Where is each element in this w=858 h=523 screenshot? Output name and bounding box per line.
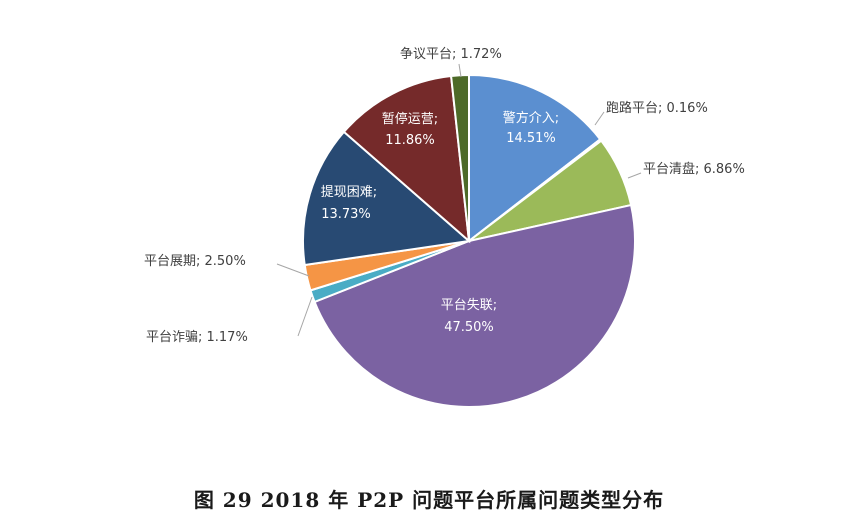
figure-caption: 图 29 2018 年 P2P 问题平台所属问题类型分布 — [193, 488, 665, 512]
pie-slice-1 — [468, 73, 602, 244]
slice-label-7: 提现困难; — [321, 184, 377, 200]
slice-value-8: 11.86% — [385, 133, 435, 148]
pie-slice-8 — [342, 74, 471, 244]
slice-label-2: 跑路平台; 0.16% — [606, 100, 708, 116]
slice-label-9: 争议平台; 1.72% — [400, 47, 502, 62]
slice-labels: 警方介入; 14.51% 跑路平台; 0.16% 平台清盘; 6.86% 平台失联; 47… — [144, 47, 745, 345]
leader-line-9 — [458, 63, 462, 78]
leader-lines — [276, 63, 642, 337]
slice-label-1: 警方介入; — [503, 110, 559, 126]
pie-slice-9 — [449, 73, 470, 242]
slice-label-3: 平台清盘; 6.86% — [643, 161, 745, 177]
slice-label-6: 平台展期; 2.50% — [144, 254, 246, 269]
pie-slice-4 — [313, 203, 636, 408]
pie-chart: 警方介入; 14.51% 跑路平台; 0.16% 平台清盘; 6.86% 平台失联; 47… — [144, 47, 745, 408]
slice-value-7: 13.73% — [321, 207, 371, 222]
slice-label-4: 平台失联; — [441, 298, 497, 313]
slice-label-5: 平台诈骗; 1.17% — [146, 330, 248, 345]
leader-line-6 — [276, 263, 310, 277]
slice-label-8: 暂停运营; — [382, 111, 438, 127]
leader-line-2 — [594, 111, 605, 126]
slice-value-4: 47.50% — [444, 320, 494, 335]
pie-slice-7 — [302, 130, 472, 267]
leader-line-5 — [297, 296, 313, 337]
slice-value-1: 14.51% — [506, 131, 556, 146]
pie-slices — [302, 73, 636, 408]
leader-line-3 — [627, 172, 642, 179]
